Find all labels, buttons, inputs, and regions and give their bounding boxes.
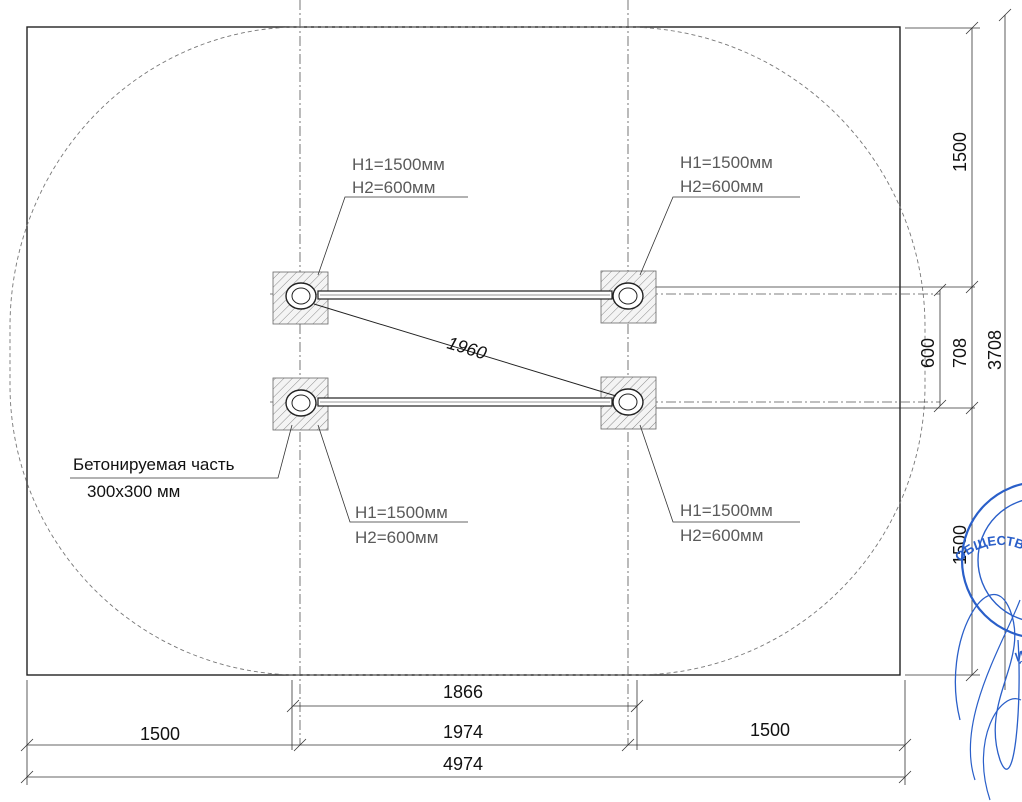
concrete-note-line1: Бетонируемая часть [73, 455, 235, 474]
post-top-left [285, 282, 317, 310]
leader-top-right [639, 196, 800, 276]
leader-concrete-note [70, 424, 293, 479]
dimension-chain-row [20, 680, 912, 785]
concrete-note-line2: 300х300 мм [87, 482, 180, 501]
dimension-axis-spacing [905, 21, 980, 682]
leader-bottom-right [639, 424, 800, 523]
post-top-right [612, 282, 644, 310]
post-bottom-right [612, 388, 644, 416]
callout-top-left-h1: H1=1500мм [352, 155, 445, 174]
callout-top-right-h1: H1=1500мм [680, 153, 773, 172]
dimension-axis-span-value: 1974 [443, 722, 483, 742]
dimension-inner-span [286, 699, 644, 713]
leader-top-left [317, 196, 468, 276]
callout-top-right-h2: H2=600мм [680, 177, 763, 196]
callout-bottom-left-h1: H1=1500мм [355, 503, 448, 522]
leader-bottom-left [317, 424, 468, 523]
dimension-right-margin-value: 1500 [750, 720, 790, 740]
dimension-left-margin-value: 1500 [140, 724, 180, 744]
dimension-total-width-value: 4974 [443, 754, 483, 774]
dimension-total-height-value: 3708 [985, 330, 1005, 370]
callout-bottom-right-h2: H2=600мм [680, 526, 763, 545]
dimension-top-margin-value: 1500 [950, 132, 970, 172]
dimension-bar-spacing [933, 283, 947, 413]
callout-bottom-left-h2: H2=600мм [355, 528, 438, 547]
callout-bottom-right-h1: H1=1500мм [680, 501, 773, 520]
post-bottom-left [285, 389, 317, 417]
fall-zone-outline [9, 26, 926, 676]
diagonal-dimension-value: 1960 [445, 333, 489, 364]
diagonal-dimension-line [313, 303, 617, 397]
dimension-total-height [998, 8, 1012, 690]
dimension-inner-span-value: 1866 [443, 682, 483, 702]
callout-top-left-h2: H2=600мм [352, 178, 435, 197]
dimension-total-width [20, 755, 912, 785]
stamp-ring-text: ОБЩЕСТВО С ОГРАНИЧЕННОЙ [952, 533, 1022, 665]
dimension-bar-spacing-value: 600 [918, 338, 938, 368]
dimension-axis-spacing-value: 708 [950, 338, 970, 368]
